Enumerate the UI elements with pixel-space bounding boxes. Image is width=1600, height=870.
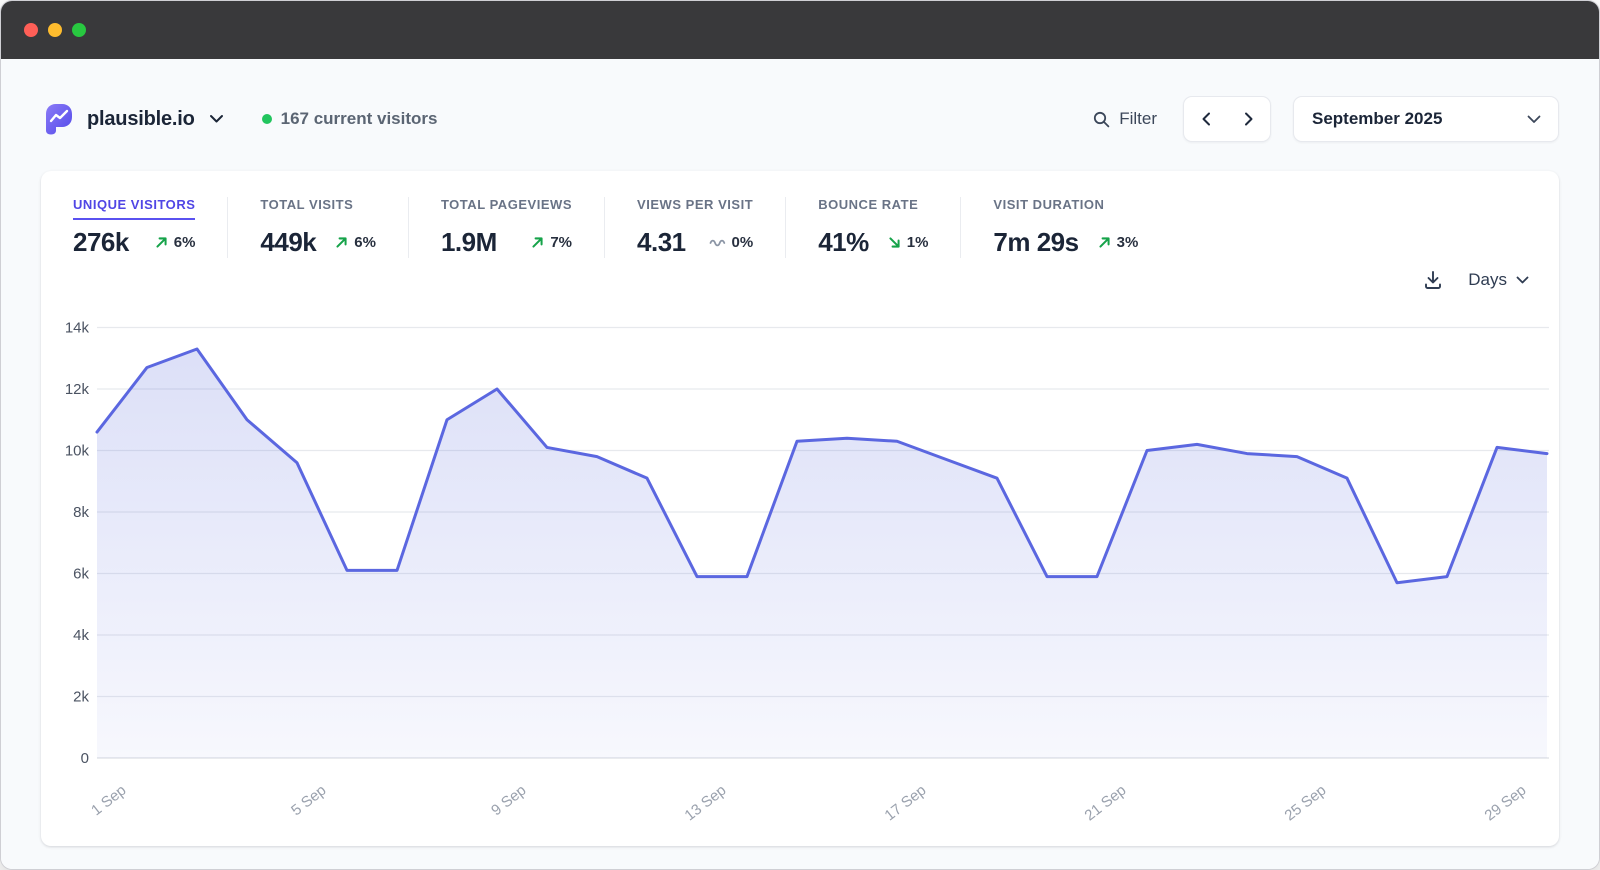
stat-change: 0% bbox=[709, 234, 754, 251]
visitors-chart[interactable]: 0 2k 4k 6k 8k 10k 12k 14k 1 Sep 5 Sep 9 Sep 13 Sep 1… bbox=[53, 306, 1553, 831]
period-nav bbox=[1183, 96, 1271, 142]
window-titlebar bbox=[1, 1, 1599, 59]
trend-down-icon bbox=[889, 237, 900, 248]
stat-label: VISIT DURATION bbox=[993, 197, 1105, 212]
stat-change: 1% bbox=[887, 234, 929, 251]
svg-text:21 Sep: 21 Sep bbox=[1082, 782, 1130, 825]
svg-text:10k: 10k bbox=[65, 443, 90, 460]
plausible-logo-icon bbox=[46, 104, 72, 135]
stat-metric[interactable]: BOUNCE RATE 41% 1% bbox=[786, 197, 962, 258]
maximize-window-button[interactable] bbox=[72, 23, 86, 37]
stat-change: 7% bbox=[530, 234, 572, 251]
stat-metric[interactable]: TOTAL VISITS 449k 6% bbox=[228, 197, 409, 258]
dashboard-page: plausible.io 167 current visitors Fi bbox=[1, 59, 1599, 869]
search-icon bbox=[1094, 111, 1110, 127]
previous-period-button[interactable] bbox=[1184, 97, 1227, 141]
trend-up-icon bbox=[336, 237, 347, 248]
current-visitors: 167 current visitors bbox=[261, 109, 438, 129]
chevron-right-icon bbox=[1244, 112, 1252, 126]
stat-label: UNIQUE VISITORS bbox=[73, 197, 196, 220]
stats-row: UNIQUE VISITORS 276k 6% TOTAL VISITS 449… bbox=[41, 171, 1559, 258]
live-dot-icon bbox=[261, 114, 272, 124]
stat-metric[interactable]: VISIT DURATION 7m 29s 3% bbox=[961, 197, 1170, 258]
svg-text:29 Sep: 29 Sep bbox=[1482, 782, 1530, 825]
stat-metric[interactable]: UNIQUE VISITORS 276k 6% bbox=[73, 197, 229, 258]
stat-value: 41% bbox=[818, 227, 869, 257]
date-range-label: September 2025 bbox=[1312, 109, 1443, 128]
site-name: plausible.io bbox=[87, 107, 195, 130]
svg-text:6k: 6k bbox=[73, 566, 89, 583]
stat-label: TOTAL VISITS bbox=[260, 197, 354, 212]
site-switcher[interactable]: plausible.io bbox=[87, 108, 224, 131]
stat-change-value: 7% bbox=[550, 234, 573, 251]
trend-flat-icon bbox=[709, 239, 725, 246]
dashboard-header: plausible.io 167 current visitors Fi bbox=[41, 96, 1559, 142]
stat-change-value: 6% bbox=[173, 234, 196, 251]
stat-metric[interactable]: TOTAL PAGEVIEWS 1.9M 7% bbox=[409, 197, 606, 258]
stat-value: 276k bbox=[73, 227, 129, 257]
stat-label: TOTAL PAGEVIEWS bbox=[440, 197, 573, 212]
download-button[interactable] bbox=[1422, 269, 1444, 291]
svg-text:13 Sep: 13 Sep bbox=[682, 782, 730, 825]
filter-label: Filter bbox=[1119, 109, 1157, 128]
chevron-down-icon bbox=[209, 115, 223, 123]
current-visitors-label: 167 current visitors bbox=[280, 109, 438, 128]
download-icon bbox=[1425, 271, 1442, 289]
svg-text:17 Sep: 17 Sep bbox=[882, 782, 930, 825]
next-period-button[interactable] bbox=[1227, 97, 1270, 141]
stat-change-value: 3% bbox=[1116, 234, 1139, 251]
date-range-dropdown[interactable]: September 2025 bbox=[1293, 96, 1559, 142]
stat-change: 6% bbox=[334, 234, 376, 251]
stat-change-value: 1% bbox=[906, 234, 929, 251]
svg-text:5 Sep: 5 Sep bbox=[288, 782, 329, 820]
stat-metric[interactable]: VIEWS PER VISIT 4.31 0% bbox=[605, 197, 787, 258]
trend-up-icon bbox=[156, 237, 167, 248]
svg-text:9 Sep: 9 Sep bbox=[488, 782, 529, 820]
stat-label: VIEWS PER VISIT bbox=[637, 197, 754, 212]
stat-value: 1.9M bbox=[440, 227, 497, 257]
chevron-left-icon bbox=[1202, 112, 1210, 126]
svg-text:2k: 2k bbox=[73, 689, 89, 706]
stat-change: 6% bbox=[154, 234, 196, 251]
trend-up-icon bbox=[1099, 237, 1110, 248]
interval-label: Days bbox=[1468, 270, 1507, 289]
stat-value: 7m 29s bbox=[993, 227, 1079, 257]
svg-text:12k: 12k bbox=[65, 381, 90, 398]
svg-text:8k: 8k bbox=[73, 504, 89, 521]
svg-text:4k: 4k bbox=[73, 627, 89, 644]
minimize-window-button[interactable] bbox=[48, 23, 62, 37]
stat-change: 3% bbox=[1097, 234, 1139, 251]
chart-controls: Days bbox=[1422, 269, 1529, 291]
trend-up-icon bbox=[532, 237, 543, 248]
svg-text:1 Sep: 1 Sep bbox=[88, 782, 129, 820]
close-window-button[interactable] bbox=[24, 23, 38, 37]
svg-text:25 Sep: 25 Sep bbox=[1282, 782, 1330, 825]
filter-button[interactable]: Filter bbox=[1092, 109, 1157, 129]
svg-text:0: 0 bbox=[81, 750, 89, 767]
stat-change-value: 6% bbox=[354, 234, 376, 251]
interval-dropdown[interactable]: Days bbox=[1468, 270, 1529, 290]
stat-label: BOUNCE RATE bbox=[818, 197, 919, 212]
stat-value: 449k bbox=[260, 227, 317, 257]
stat-value: 4.31 bbox=[637, 227, 686, 257]
stat-change-value: 0% bbox=[731, 234, 754, 251]
analytics-card: UNIQUE VISITORS 276k 6% TOTAL VISITS 449… bbox=[41, 171, 1559, 846]
chevron-down-icon bbox=[1527, 115, 1541, 123]
chevron-down-icon bbox=[1516, 276, 1529, 283]
svg-text:14k: 14k bbox=[65, 320, 90, 337]
